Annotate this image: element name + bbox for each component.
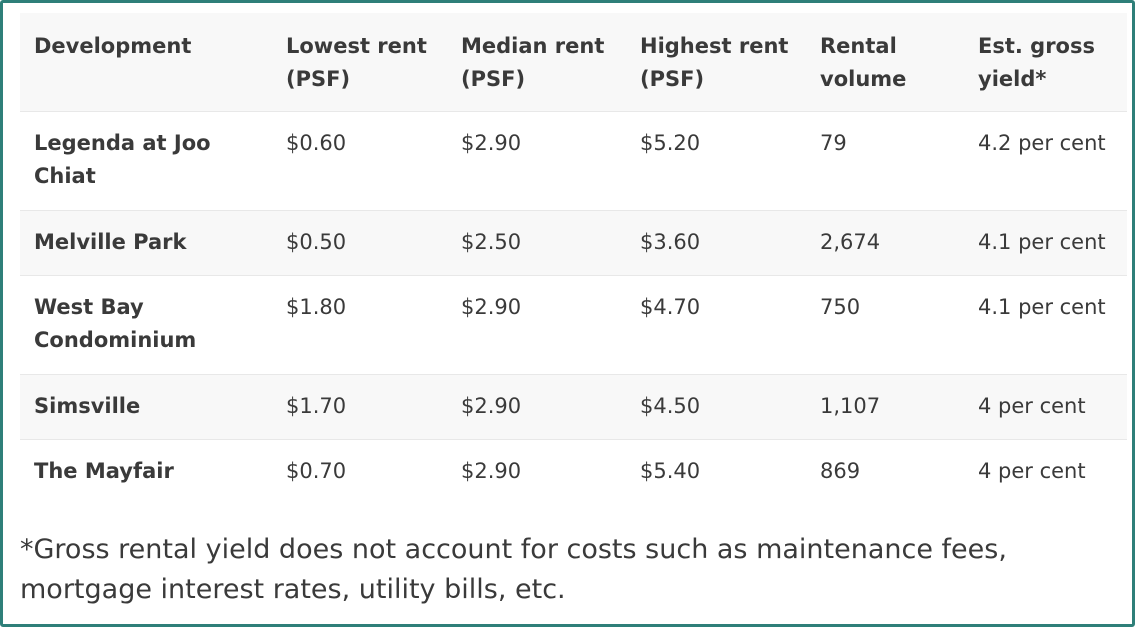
cell-gross-yield: 4.1 per cent xyxy=(964,275,1127,375)
cell-median-rent: $2.90 xyxy=(447,439,626,504)
header-median-rent: Median rent (PSF) xyxy=(447,13,626,112)
table-row: West Bay Condominium $1.80 $2.90 $4.70 7… xyxy=(20,275,1127,375)
cell-lowest-rent: $1.70 xyxy=(272,374,447,440)
header-gross-yield: Est. gross yield* xyxy=(964,13,1127,112)
cell-highest-rent: $4.70 xyxy=(626,275,806,375)
cell-lowest-rent: $0.60 xyxy=(272,111,447,211)
table-row: Legenda at Joo Chiat $0.60 $2.90 $5.20 7… xyxy=(20,111,1127,211)
cell-rental-volume: 1,107 xyxy=(806,374,964,440)
cell-rental-volume: 869 xyxy=(806,439,964,504)
cell-gross-yield: 4 per cent xyxy=(964,374,1127,440)
table-row: The Mayfair $0.70 $2.90 $5.40 869 4 per … xyxy=(20,439,1127,504)
table-header-row: Development Lowest rent (PSF) Median ren… xyxy=(20,13,1127,112)
cell-highest-rent: $5.40 xyxy=(626,439,806,504)
cell-highest-rent: $3.60 xyxy=(626,210,806,276)
footnote: *Gross rental yield does not account for… xyxy=(20,534,1007,605)
cell-development: Legenda at Joo Chiat xyxy=(20,111,272,211)
table-row: Simsville $1.70 $2.90 $4.50 1,107 4 per … xyxy=(20,374,1127,440)
cell-highest-rent: $5.20 xyxy=(626,111,806,211)
cell-development: Simsville xyxy=(20,374,272,440)
cell-development: Melville Park xyxy=(20,210,272,276)
cell-gross-yield: 4.2 per cent xyxy=(964,111,1127,211)
cell-rental-volume: 750 xyxy=(806,275,964,375)
cell-development: West Bay Condominium xyxy=(20,275,272,375)
cell-rental-volume: 2,674 xyxy=(806,210,964,276)
header-development: Development xyxy=(20,13,272,112)
cell-gross-yield: 4 per cent xyxy=(964,439,1127,504)
cell-median-rent: $2.90 xyxy=(447,275,626,375)
cell-gross-yield: 4.1 per cent xyxy=(964,210,1127,276)
cell-rental-volume: 79 xyxy=(806,111,964,211)
table-row: Melville Park $0.50 $2.50 $3.60 2,674 4.… xyxy=(20,210,1127,276)
rental-table: Development Lowest rent (PSF) Median ren… xyxy=(20,13,1127,504)
cell-lowest-rent: $0.70 xyxy=(272,439,447,504)
header-highest-rent: Highest rent (PSF) xyxy=(626,13,806,112)
cell-median-rent: $2.90 xyxy=(447,111,626,211)
cell-development: The Mayfair xyxy=(20,439,272,504)
cell-lowest-rent: $1.80 xyxy=(272,275,447,375)
cell-median-rent: $2.90 xyxy=(447,374,626,440)
cell-lowest-rent: $0.50 xyxy=(272,210,447,276)
header-rental-volume: Rental volume xyxy=(806,13,964,112)
cell-highest-rent: $4.50 xyxy=(626,374,806,440)
rental-table-container: Development Lowest rent (PSF) Median ren… xyxy=(20,13,1127,504)
cell-median-rent: $2.50 xyxy=(447,210,626,276)
header-lowest-rent: Lowest rent (PSF) xyxy=(272,13,447,112)
